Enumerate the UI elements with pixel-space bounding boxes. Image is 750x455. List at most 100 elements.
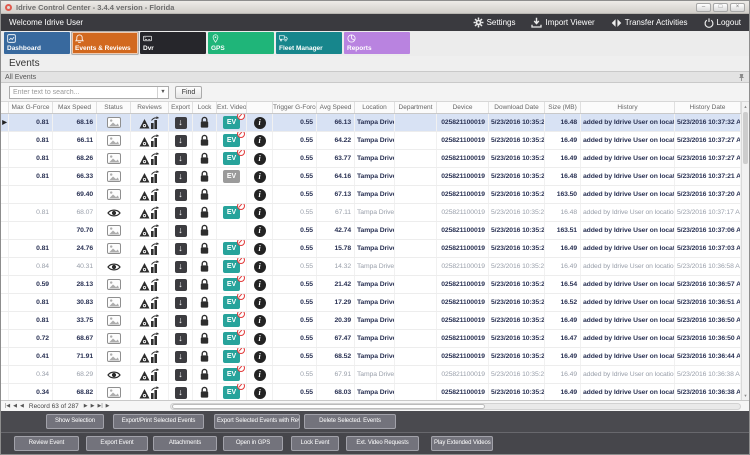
- cell-export[interactable]: ↓: [169, 348, 193, 365]
- tab-reports[interactable]: Reports: [344, 32, 410, 54]
- cell-ext-videos[interactable]: EV: [217, 258, 247, 275]
- cell-export[interactable]: ↓: [169, 384, 193, 400]
- cell-export[interactable]: ↓: [169, 150, 193, 167]
- cell-export[interactable]: ↓: [169, 186, 193, 203]
- cell-reviews[interactable]: [131, 258, 169, 275]
- cell-status[interactable]: [97, 330, 131, 347]
- play-extended-videos-button[interactable]: Play Extended Videos: [431, 436, 493, 451]
- cell-export[interactable]: ↓: [169, 222, 193, 239]
- cell-ext-videos[interactable]: EV: [217, 276, 247, 293]
- cell-ext-videos[interactable]: EV: [217, 204, 247, 221]
- cell-export[interactable]: ↓: [169, 258, 193, 275]
- column-header-size-mb-[interactable]: Size (MB): [545, 102, 581, 113]
- cell-status[interactable]: [97, 240, 131, 257]
- cell-info[interactable]: i: [247, 348, 273, 365]
- cell-status[interactable]: [97, 114, 131, 131]
- nav-prev-icon[interactable]: ◀: [20, 403, 24, 409]
- cell-info[interactable]: i: [247, 114, 273, 131]
- tab-fleet-manager[interactable]: Fleet Manager: [276, 32, 342, 54]
- cell-ext-videos[interactable]: EV: [217, 312, 247, 329]
- cell-status[interactable]: [97, 222, 131, 239]
- settings-button[interactable]: Settings: [473, 17, 515, 28]
- column-header-location[interactable]: Location: [355, 102, 395, 113]
- cell-status[interactable]: [97, 258, 131, 275]
- cell-info[interactable]: i: [247, 150, 273, 167]
- cell-ext-videos[interactable]: EV: [217, 366, 247, 383]
- cell-export[interactable]: ↓: [169, 132, 193, 149]
- cell-info[interactable]: i: [247, 204, 273, 221]
- maximize-button[interactable]: □: [713, 2, 728, 12]
- column-header-download-date[interactable]: Download Date: [489, 102, 545, 113]
- cell-lock[interactable]: [193, 384, 217, 400]
- cell-lock[interactable]: [193, 114, 217, 131]
- cell-info[interactable]: i: [247, 366, 273, 383]
- cell-status[interactable]: [97, 132, 131, 149]
- cell-info[interactable]: i: [247, 276, 273, 293]
- scroll-down-icon[interactable]: ▼: [743, 393, 748, 398]
- cell-reviews[interactable]: [131, 312, 169, 329]
- export-selected-with-reviews-button[interactable]: Export Selected Events with Reviews: [214, 414, 300, 429]
- column-header-ext-videos[interactable]: Ext. Videos: [217, 102, 247, 113]
- scroll-up-icon[interactable]: ▲: [743, 104, 748, 109]
- cell-status[interactable]: [97, 384, 131, 400]
- cell-lock[interactable]: [193, 330, 217, 347]
- column-header-department[interactable]: Department: [395, 102, 437, 113]
- cell-ext-videos[interactable]: EV: [217, 132, 247, 149]
- cell-export[interactable]: ↓: [169, 276, 193, 293]
- cell-info[interactable]: i: [247, 168, 273, 185]
- cell-export[interactable]: ↓: [169, 168, 193, 185]
- cell-status[interactable]: [97, 276, 131, 293]
- nav-prev-page-icon[interactable]: ◀: [13, 403, 18, 409]
- minimize-button[interactable]: –: [696, 2, 711, 12]
- cell-lock[interactable]: [193, 276, 217, 293]
- cell-ext-videos[interactable]: EV: [217, 114, 247, 131]
- cell-export[interactable]: ↓: [169, 366, 193, 383]
- cell-lock[interactable]: [193, 348, 217, 365]
- tab-dashboard[interactable]: Dashboard: [4, 32, 70, 54]
- chevron-down-icon[interactable]: ▼: [157, 86, 168, 98]
- cell-reviews[interactable]: [131, 348, 169, 365]
- cell-reviews[interactable]: [131, 384, 169, 400]
- cell-ext-videos[interactable]: EV: [217, 240, 247, 257]
- tab-events-reviews[interactable]: Events & Reviews: [71, 31, 139, 55]
- cell-ext-videos[interactable]: EV: [217, 384, 247, 400]
- column-header-history[interactable]: History: [581, 102, 675, 113]
- cell-info[interactable]: i: [247, 258, 273, 275]
- cell-status[interactable]: [97, 168, 131, 185]
- pin-icon[interactable]: [738, 73, 745, 82]
- column-header-reviews[interactable]: Reviews: [131, 102, 169, 113]
- close-button[interactable]: ×: [730, 2, 745, 12]
- cell-lock[interactable]: [193, 150, 217, 167]
- import-viewer-button[interactable]: Import Viewer: [531, 17, 595, 28]
- cell-lock[interactable]: [193, 366, 217, 383]
- cell-status[interactable]: [97, 312, 131, 329]
- attachments-button[interactable]: Attachments: [153, 436, 217, 451]
- group-header-bar[interactable]: All Events: [1, 71, 749, 83]
- column-header-max-speed[interactable]: Max Speed: [53, 102, 97, 113]
- column-header-lock[interactable]: Lock: [193, 102, 217, 113]
- cell-lock[interactable]: [193, 132, 217, 149]
- cell-reviews[interactable]: [131, 168, 169, 185]
- cell-reviews[interactable]: [131, 150, 169, 167]
- cell-reviews[interactable]: [131, 294, 169, 311]
- cell-reviews[interactable]: [131, 204, 169, 221]
- cell-reviews[interactable]: [131, 366, 169, 383]
- cell-status[interactable]: [97, 348, 131, 365]
- cell-ext-videos[interactable]: EV: [217, 348, 247, 365]
- column-header-status[interactable]: Status: [97, 102, 131, 113]
- cell-lock[interactable]: [193, 204, 217, 221]
- nav-next-page-icon[interactable]: ▶: [90, 403, 95, 409]
- cell-export[interactable]: ↓: [169, 204, 193, 221]
- nav-first-icon[interactable]: |◀: [5, 403, 11, 409]
- cell-info[interactable]: i: [247, 384, 273, 400]
- column-header-trigger-g-force[interactable]: Trigger G-Force: [273, 102, 317, 113]
